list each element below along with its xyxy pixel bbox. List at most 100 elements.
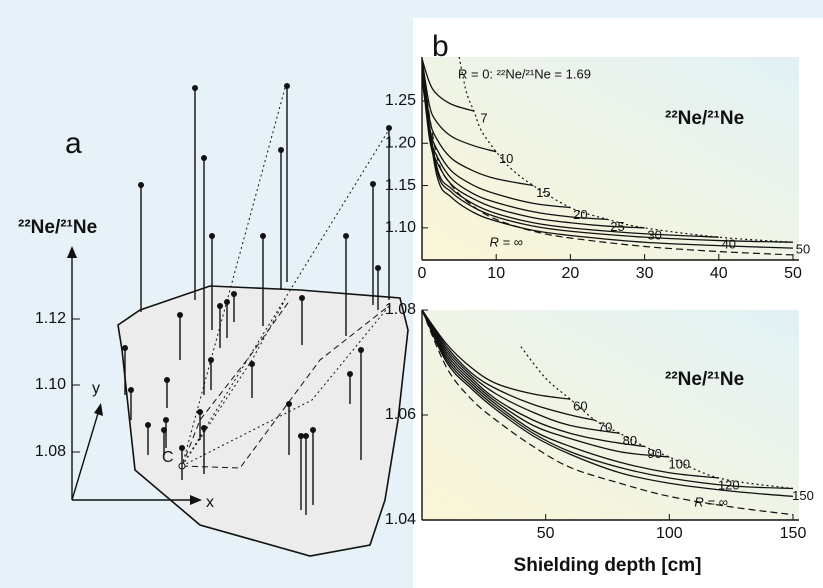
- arrow: [67, 246, 77, 258]
- curve: [422, 67, 794, 256]
- curve-label: 90: [647, 446, 661, 461]
- pin-head: [217, 303, 223, 309]
- y-tick-label: 1.06: [385, 406, 416, 423]
- pin-head: [286, 401, 292, 407]
- pin-head: [310, 427, 316, 433]
- x-tick-label: 100: [656, 525, 683, 542]
- pin-head: [347, 371, 353, 377]
- pin-head: [375, 265, 381, 271]
- pin-head: [278, 147, 284, 153]
- pin-head: [224, 299, 230, 305]
- curve-label: 60: [573, 399, 587, 414]
- curve-label: 80: [623, 433, 637, 448]
- x-tick-label: 50: [537, 525, 555, 542]
- plot-area: [422, 310, 799, 520]
- curve: [422, 309, 670, 458]
- pin-head: [358, 347, 364, 353]
- pin-head: [177, 312, 183, 318]
- y-tick-label: 1.25: [385, 92, 416, 109]
- curve-label: 10: [499, 151, 513, 166]
- pin-head: [370, 181, 376, 187]
- curve: [422, 309, 596, 421]
- pin-head: [163, 417, 169, 423]
- curve-label: 50: [796, 242, 810, 257]
- x-label: x: [206, 494, 214, 511]
- inner-label: ²²Ne/²¹Ne: [665, 369, 744, 390]
- pin-head: [209, 233, 215, 239]
- pin-head: [298, 433, 304, 439]
- x-tick-label: 30: [636, 265, 654, 282]
- point-label: C: [162, 449, 174, 466]
- pin-head: [249, 361, 255, 367]
- y-axis: [71, 409, 100, 501]
- arrow: [94, 403, 103, 416]
- curves: [422, 309, 794, 516]
- y-label: y: [92, 380, 100, 397]
- curve: [458, 56, 794, 243]
- y-tick-label: 1.20: [385, 134, 416, 151]
- panel-a-label: a: [65, 127, 82, 160]
- pin-head: [145, 422, 151, 428]
- meteorite-outline: [117, 285, 409, 557]
- curve-label: 100: [668, 456, 690, 471]
- curve: [422, 58, 497, 153]
- curve: [422, 77, 794, 243]
- x-tick-label: 10: [487, 265, 505, 282]
- x-tick-label: 150: [780, 525, 807, 542]
- curve-label: 120: [718, 477, 740, 492]
- pin-head: [386, 125, 392, 131]
- pin-head: [284, 83, 290, 89]
- y-tick-label: 1.04: [385, 511, 416, 528]
- curve: [422, 309, 794, 516]
- curve-label: 30: [647, 227, 661, 242]
- pin-head: [343, 233, 349, 239]
- curve: [422, 309, 794, 490]
- pin-head: [260, 233, 266, 239]
- curve-label: R = ∞: [694, 495, 727, 510]
- curve: [422, 75, 719, 238]
- curve-label: 25: [610, 219, 624, 234]
- curve-label: 70: [598, 420, 612, 435]
- y-tick-label: 1.10: [385, 219, 416, 236]
- pin-head: [122, 345, 128, 351]
- tick-label: 1.08: [35, 443, 66, 460]
- pin-head: [138, 182, 144, 188]
- y-tick-label: 1.15: [385, 177, 416, 194]
- curves: [422, 56, 794, 256]
- pin-head: [208, 357, 214, 363]
- curve-label: 150: [792, 488, 814, 503]
- x-tick-label: 20: [562, 265, 580, 282]
- x-tick-label: 50: [784, 265, 802, 282]
- curve-label: 20: [573, 207, 587, 222]
- pin-head: [201, 425, 207, 431]
- curve: [422, 309, 645, 448]
- curve-label: R = ∞: [489, 235, 522, 250]
- y-tick-label: 1.08: [385, 301, 416, 318]
- curve: [422, 309, 620, 435]
- pin-head: [299, 295, 305, 301]
- pin-head: [197, 409, 203, 415]
- panel-a: [67, 83, 409, 557]
- curve-label: 40: [722, 237, 736, 252]
- curve: [422, 58, 475, 112]
- curve-label: 7: [480, 111, 487, 126]
- x-tick-label: 0: [418, 265, 427, 282]
- annotation: R = 0: ²²Ne/²¹Ne = 1.69: [458, 66, 591, 81]
- pin-head: [179, 445, 185, 451]
- dotted-guide: [181, 87, 391, 467]
- inner-label: ²²Ne/²¹Ne: [665, 108, 744, 129]
- x-axis-label: Shielding depth [cm]: [514, 555, 702, 576]
- panel-b-label: b: [432, 30, 449, 63]
- pin-head: [164, 377, 170, 383]
- curve: [422, 309, 794, 498]
- pin-head: [201, 155, 207, 161]
- x-tick-label: 40: [710, 265, 728, 282]
- dashed-guide: [181, 299, 391, 469]
- curve-label: 15: [536, 185, 550, 200]
- tick-label: 1.10: [35, 376, 66, 393]
- arrow: [190, 495, 202, 505]
- pin-head: [192, 85, 198, 91]
- curve: [422, 309, 571, 400]
